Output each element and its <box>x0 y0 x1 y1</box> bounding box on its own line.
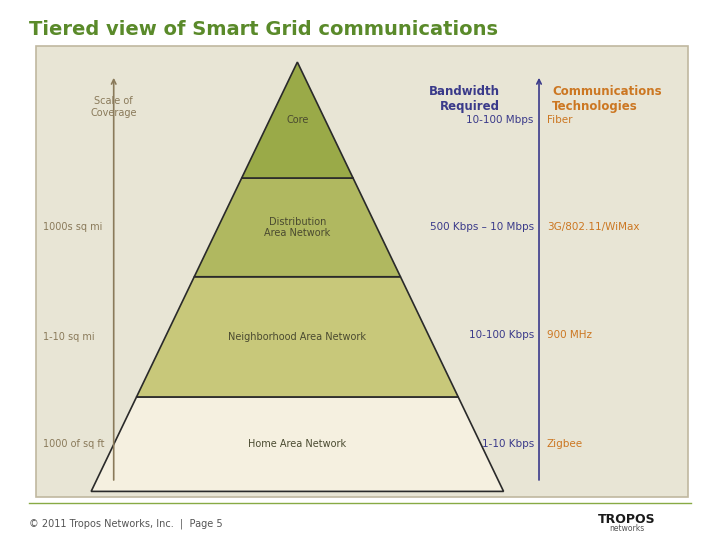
Text: 10-100 Kbps: 10-100 Kbps <box>469 330 534 340</box>
Text: Fiber: Fiber <box>546 115 572 125</box>
Text: Distribution
Area Network: Distribution Area Network <box>264 217 330 238</box>
Text: 500 Kbps – 10 Mbps: 500 Kbps – 10 Mbps <box>430 222 534 232</box>
Text: 10-100 Mbps: 10-100 Mbps <box>467 115 534 125</box>
Text: © 2011 Tropos Networks, Inc.  |  Page 5: © 2011 Tropos Networks, Inc. | Page 5 <box>29 518 222 529</box>
Text: Home Area Network: Home Area Network <box>248 439 346 449</box>
Polygon shape <box>137 276 458 397</box>
Text: Communications
Technologies: Communications Technologies <box>552 85 662 113</box>
Text: Neighborhood Area Network: Neighborhood Area Network <box>228 332 366 342</box>
Text: 1-10 sq mi: 1-10 sq mi <box>42 332 94 342</box>
Text: Tiered view of Smart Grid communications: Tiered view of Smart Grid communications <box>29 20 498 39</box>
Polygon shape <box>242 62 353 178</box>
Text: Scale of
Coverage: Scale of Coverage <box>91 96 137 118</box>
Text: TROPOS: TROPOS <box>598 513 655 526</box>
Text: Bandwidth
Required: Bandwidth Required <box>429 85 500 113</box>
Text: Core: Core <box>286 115 309 125</box>
Text: networks: networks <box>609 524 644 532</box>
Text: 900 MHz: 900 MHz <box>546 330 592 340</box>
Polygon shape <box>194 178 400 276</box>
Text: 3G/802.11/WiMax: 3G/802.11/WiMax <box>546 222 639 232</box>
FancyBboxPatch shape <box>36 46 688 497</box>
Text: 1-10 Kbps: 1-10 Kbps <box>482 439 534 449</box>
Polygon shape <box>91 397 503 491</box>
Text: 1000s sq mi: 1000s sq mi <box>42 222 102 232</box>
Text: Zigbee: Zigbee <box>546 439 583 449</box>
Text: 1000 of sq ft: 1000 of sq ft <box>42 439 104 449</box>
